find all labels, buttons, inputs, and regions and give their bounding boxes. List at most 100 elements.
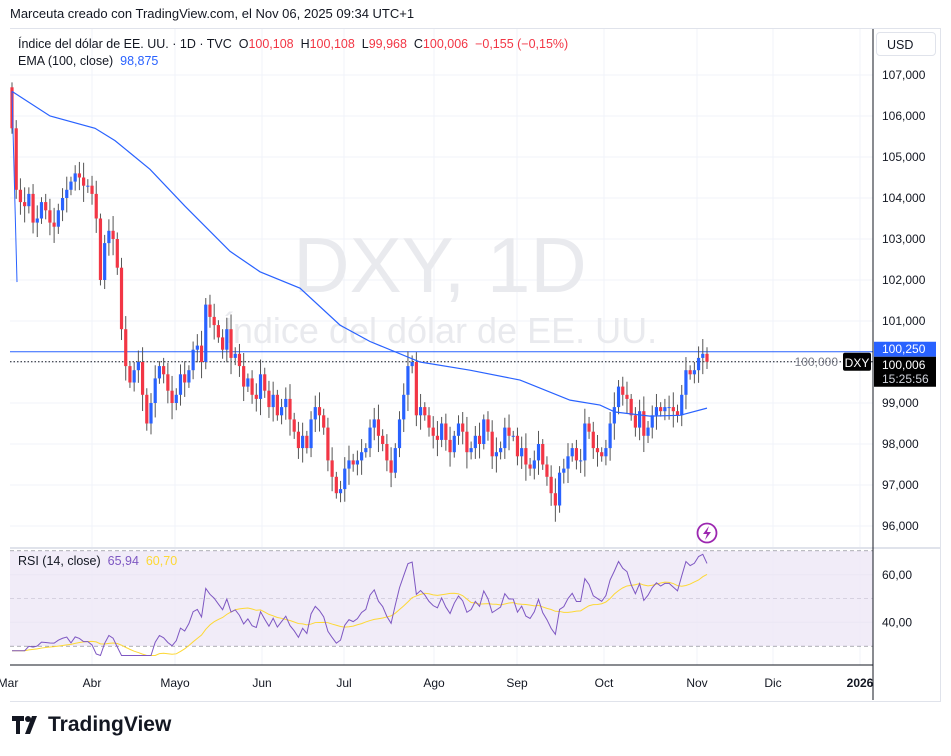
candle-body: [499, 448, 503, 453]
alert-lightning-icon[interactable]: [696, 522, 718, 544]
time-tick-label: Oct: [595, 676, 614, 690]
close-label: C: [413, 37, 423, 51]
open-value: 100,108: [248, 37, 294, 51]
candle-body: [507, 427, 511, 436]
chart-frame: [10, 28, 941, 702]
candle-body: [629, 398, 633, 416]
price-tick-label: 105,000: [882, 150, 926, 164]
candle-body: [671, 407, 675, 412]
tradingview-logo: TradingView: [12, 713, 171, 737]
ema-legend-label[interactable]: EMA (100, close): [18, 54, 114, 68]
watermark-symbol: DXY, 1D: [293, 221, 586, 309]
time-tick-label: 2026: [847, 676, 874, 690]
candle-body: [322, 415, 326, 428]
candle-body: [684, 370, 688, 395]
candle-body: [326, 427, 330, 461]
time-tick-label: Jul: [336, 676, 351, 690]
time-tick-label: Abr: [83, 676, 102, 690]
high-label: H: [300, 37, 310, 51]
candle-body: [119, 267, 124, 330]
candle-body: [35, 218, 39, 223]
time-tick-label: Ago: [423, 676, 445, 690]
ema-initial-segment: [11, 91, 18, 283]
candle-body: [288, 398, 292, 420]
rsi-legend-label[interactable]: RSI (14, close): [18, 554, 101, 568]
candle-body: [418, 407, 423, 416]
candle-body: [675, 411, 680, 416]
price-lines: [10, 351, 873, 363]
candle-body: [431, 427, 435, 436]
ema-legend-value: 98,875: [120, 54, 159, 68]
main-legend: Índice del dólar de EE. UU. · 1D · TVC O…: [18, 36, 568, 70]
chart-caption: Marceuta creado con TradingView.com, el …: [10, 6, 415, 21]
candle-body: [166, 374, 170, 391]
candle-body: [461, 423, 465, 432]
candle-body: [482, 419, 486, 444]
high-price-badge: [874, 341, 936, 357]
candle-body: [642, 411, 646, 436]
rsi-tick-label: 60,00: [882, 568, 912, 582]
candle-body: [140, 362, 145, 395]
price-tick-label: 100,000: [795, 355, 839, 369]
candle-body: [414, 362, 418, 416]
candle-body: [435, 435, 440, 440]
change-value: −0,155 (−0,15%): [475, 37, 569, 51]
time-tick-label: Mayo: [160, 676, 190, 690]
candle-body: [372, 419, 376, 428]
high-price-badge-text: 100,250: [882, 342, 926, 356]
candle-body: [465, 431, 469, 453]
candle-body: [77, 173, 81, 178]
currency-button[interactable]: USD: [876, 32, 936, 56]
candle-body: [541, 444, 545, 465]
price-tick-label: 99,000: [882, 396, 919, 410]
candle-body: [440, 423, 444, 440]
candle-body: [410, 362, 414, 367]
candle-body: [221, 337, 225, 350]
candle-body: [90, 185, 94, 194]
ema-100-line: [11, 90, 708, 417]
candle-body: [494, 452, 498, 457]
candle-body: [136, 362, 140, 371]
candle-body: [292, 419, 296, 432]
candle-body: [187, 370, 191, 383]
candle-body: [503, 427, 507, 449]
watermark-description: Índice del dólar de EE. UU.: [223, 310, 657, 351]
candle-body: [271, 394, 275, 408]
candle-body: [406, 366, 410, 395]
candle-body: [82, 177, 86, 186]
candle-body: [616, 386, 621, 408]
tradingview-logo-icon: [12, 716, 37, 734]
candle-body: [452, 435, 456, 453]
close-value: 100,006: [422, 37, 469, 51]
candle-body: [250, 378, 254, 395]
candle-body: [208, 304, 212, 317]
candle-body: [124, 329, 128, 367]
candle-body: [692, 370, 696, 375]
candle-body: [301, 435, 305, 449]
candle-body: [225, 329, 229, 350]
candle-body: [566, 456, 570, 469]
candle-body: [170, 390, 174, 403]
low-value: 99,968: [368, 37, 407, 51]
candle-body: [279, 407, 284, 416]
candle-body: [199, 345, 204, 362]
candle-body: [423, 407, 427, 416]
candle-body: [69, 181, 73, 190]
candle-body: [229, 329, 233, 358]
candle-body: [195, 345, 199, 350]
rsi-lines: [12, 553, 708, 657]
candle-body: [275, 394, 279, 416]
symbol-description[interactable]: Índice del dólar de EE. UU. · 1D · TVC: [18, 37, 232, 51]
candle-body: [368, 427, 372, 449]
candle-body: [574, 448, 579, 461]
candle-body: [549, 476, 553, 494]
candle-body: [191, 349, 195, 371]
price-tick-label: 102,000: [882, 273, 926, 287]
candle-body: [654, 407, 659, 416]
candle-body: [237, 353, 242, 367]
time-tick-label: Nov: [686, 676, 707, 690]
candle-body: [162, 366, 166, 375]
candle-body: [351, 460, 355, 465]
candle-body: [393, 448, 397, 473]
